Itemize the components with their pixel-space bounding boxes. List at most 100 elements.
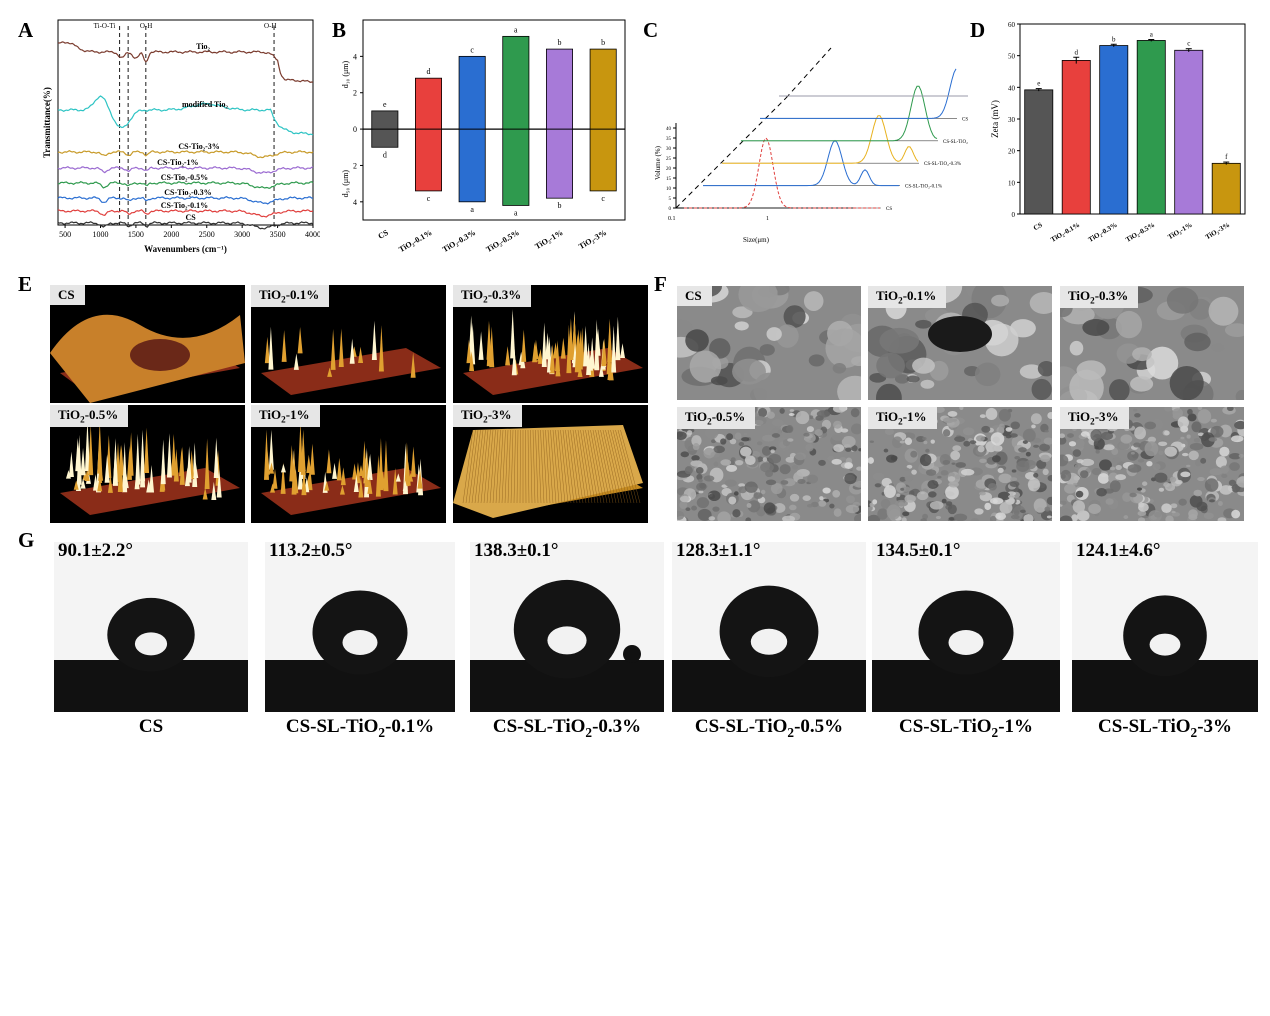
sem-grain [806, 503, 814, 508]
sem-grain [1047, 412, 1052, 420]
sem-grain [910, 450, 918, 458]
sem-grain [1076, 459, 1084, 464]
afm-texture [565, 429, 575, 504]
afm-peak [272, 468, 278, 489]
afm-peak [179, 446, 185, 485]
y-axis-label-top: d₁₀ (μm) [341, 61, 350, 89]
sem-grain [1060, 515, 1073, 521]
afm-tile-label: TiO2-0.1% [251, 285, 330, 307]
y-tick-label: 30 [666, 147, 672, 152]
sem-grain [803, 432, 810, 437]
panel-letter-a: A [18, 18, 34, 42]
sem-grain [1234, 420, 1244, 430]
sem-grain [1164, 407, 1173, 412]
sem-grain [928, 491, 937, 498]
series-line [779, 95, 968, 97]
sem-grain [1067, 433, 1074, 438]
sem-grain [1075, 490, 1084, 498]
sem-tile: TiO2-1% [868, 407, 1052, 521]
sem-grain [886, 454, 898, 463]
sem-grain [1042, 468, 1049, 476]
satellite-droplet [623, 645, 641, 663]
sem-grain [766, 411, 775, 419]
sem-grain [738, 442, 745, 447]
afm-tile: TiO2-1% [251, 405, 446, 523]
contact-angle-image [672, 542, 866, 712]
afm-peak [112, 445, 118, 486]
sem-grain [856, 466, 861, 471]
afm-peak [371, 320, 377, 360]
panel-letter-f: F [654, 272, 667, 296]
sem-grain [1158, 450, 1164, 456]
sem-grain [1132, 347, 1152, 362]
sem-tile-label: TiO2-0.1% [868, 286, 947, 308]
sem-grain [929, 500, 944, 510]
series-label: CS [886, 207, 892, 212]
sem-grain [726, 433, 734, 441]
sem-grain [819, 496, 824, 501]
sem-grain [776, 324, 799, 348]
afm-peak [469, 351, 475, 372]
annotation-label: O-H [140, 22, 152, 30]
bar [545, 48, 573, 199]
sem-grain [738, 486, 747, 494]
afm-peak [97, 477, 103, 492]
sem-grain [1018, 447, 1027, 453]
sem-grain [948, 472, 955, 478]
sem-grain [1154, 472, 1168, 483]
bar-letter-bottom: d [383, 150, 387, 159]
series-line [760, 68, 957, 119]
sem-grain [791, 465, 799, 470]
afm-peak [395, 473, 401, 482]
afm-peak [140, 429, 146, 482]
afm-texture [504, 429, 509, 504]
afm-peak [332, 462, 338, 479]
sem-grain [818, 459, 826, 466]
sem-grain [1197, 407, 1203, 411]
sem-grain [832, 433, 844, 442]
sem-grain [1184, 332, 1211, 352]
sem-grain [872, 499, 878, 505]
sem-grain [998, 408, 1011, 422]
category-label: TiO₂-1% [1166, 221, 1193, 241]
sem-grain [730, 457, 736, 462]
afm-peak [117, 445, 123, 492]
sem-grain [837, 375, 861, 400]
sem-grain [970, 518, 980, 521]
afm-peak [392, 467, 398, 495]
afm-peak [339, 485, 345, 495]
sem-grain [1019, 364, 1044, 379]
category-label: TiO₂-1% [533, 228, 564, 251]
panel-letter-b: B [332, 18, 347, 42]
sem-grain [797, 479, 806, 484]
sem-grain [1027, 477, 1041, 492]
sem-grain [729, 438, 737, 445]
sem-grain [1022, 440, 1028, 444]
afm-texture [480, 429, 489, 504]
sem-grain [1144, 441, 1159, 457]
bar [1024, 89, 1054, 215]
afm-peak [128, 432, 134, 476]
sem-grain [789, 409, 795, 412]
sem-grain [1004, 518, 1009, 521]
afm-texture [612, 429, 632, 504]
sem-grain [993, 473, 1000, 480]
sem-grain [1069, 340, 1084, 356]
sem-grain [1046, 515, 1052, 519]
afm-texture [474, 429, 484, 504]
sem-grain [1031, 424, 1036, 429]
sem-surface [677, 286, 861, 400]
sem-grain [752, 415, 767, 426]
sem-grain [1180, 471, 1191, 478]
afm-peak [301, 467, 307, 496]
afm-peak [549, 344, 555, 371]
sem-grain [1165, 515, 1174, 521]
sem-grain [811, 501, 819, 508]
sem-grain [884, 427, 895, 436]
sem-grain [832, 489, 841, 498]
sem-grain [916, 491, 929, 501]
afm-peak [192, 442, 198, 487]
sem-grain [1194, 459, 1202, 467]
afm-texture [580, 429, 593, 504]
sem-grain [1137, 510, 1147, 517]
